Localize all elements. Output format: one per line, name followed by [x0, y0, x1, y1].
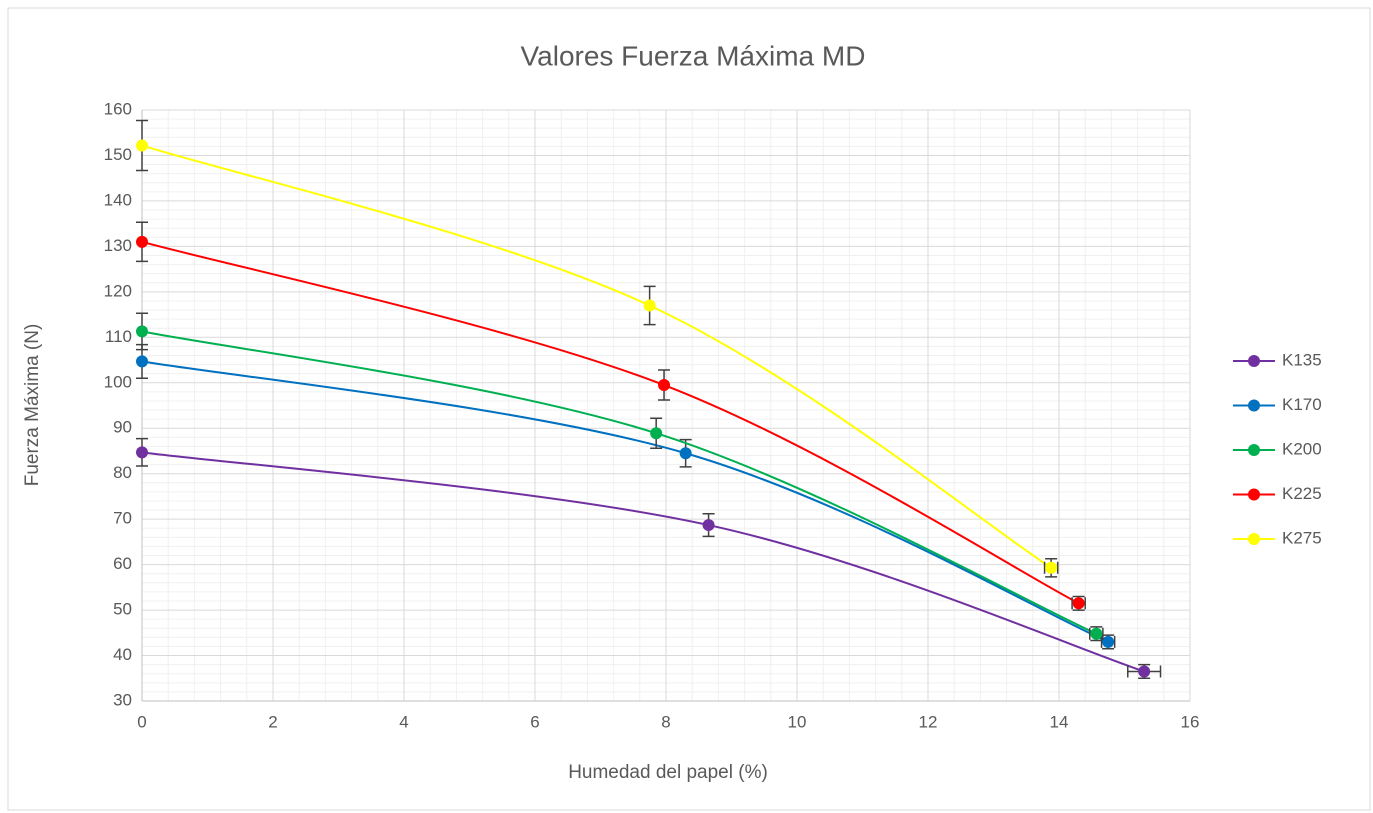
x-tick-label: 12 [919, 712, 938, 731]
y-tick-label: 120 [104, 281, 132, 300]
x-tick-label: 8 [661, 712, 670, 731]
x-tick-label: 0 [137, 712, 146, 731]
y-tick-label: 30 [113, 690, 132, 709]
marker [658, 379, 671, 392]
legend-marker [1248, 488, 1260, 501]
marker [136, 325, 148, 338]
legend-marker [1248, 444, 1260, 456]
marker [136, 446, 148, 459]
marker [1102, 635, 1115, 648]
x-tick-label: 6 [530, 712, 539, 731]
legend-marker [1248, 355, 1260, 367]
y-tick-label: 40 [113, 645, 132, 664]
x-tick-label: 10 [788, 712, 807, 731]
legend-label: K200 [1282, 439, 1322, 458]
x-tick-label: 16 [1181, 712, 1200, 731]
marker [702, 519, 715, 532]
y-tick-label: 50 [113, 600, 132, 619]
legend-label: K225 [1282, 484, 1322, 503]
marker [650, 427, 663, 440]
y-axis-label: Fuerza Máxima (N) [22, 324, 43, 487]
y-tick-label: 80 [113, 463, 132, 482]
marker [643, 299, 656, 312]
y-tick-label: 90 [113, 418, 132, 437]
y-tick-label: 100 [104, 372, 132, 391]
y-tick-label: 130 [104, 236, 132, 255]
marker [136, 139, 148, 152]
marker [1138, 665, 1151, 678]
legend-marker [1248, 399, 1260, 412]
marker [679, 447, 692, 460]
marker [136, 355, 148, 368]
x-tick-label: 14 [1050, 712, 1069, 731]
marker [136, 235, 148, 248]
chart-title: Valores Fuerza Máxima MD [521, 40, 866, 71]
legend-label: K170 [1282, 395, 1322, 414]
legend-label: K275 [1282, 528, 1322, 547]
y-tick-label: 70 [113, 509, 132, 528]
y-tick-label: 140 [104, 190, 132, 209]
x-tick-label: 2 [268, 712, 277, 731]
legend-label: K135 [1282, 350, 1322, 369]
y-tick-label: 160 [104, 99, 132, 118]
marker [1045, 561, 1058, 574]
x-tick-label: 4 [399, 712, 408, 731]
x-axis-label: Humedad del papel (%) [568, 762, 768, 783]
y-tick-label: 60 [113, 554, 132, 573]
legend-marker [1248, 533, 1260, 545]
marker [1090, 627, 1103, 640]
y-tick-label: 150 [104, 145, 132, 164]
y-tick-label: 110 [105, 327, 132, 346]
marker [1072, 597, 1085, 610]
